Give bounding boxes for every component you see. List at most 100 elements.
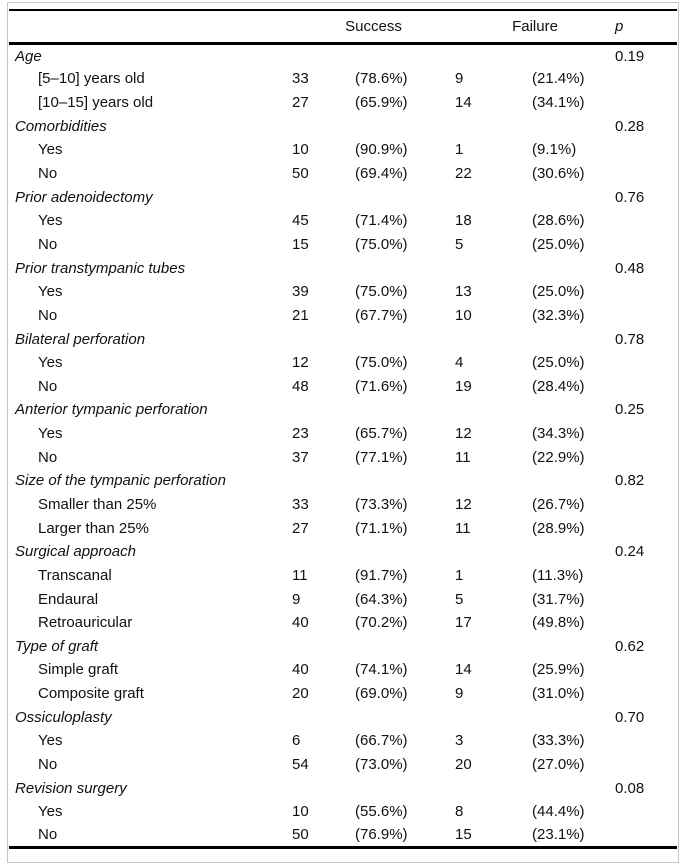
success-percent: (78.6%) — [355, 70, 408, 88]
failure-count: 10 — [455, 306, 472, 324]
failure-count — [455, 469, 532, 493]
row-label: [5–10] years old — [38, 70, 145, 88]
p-value — [615, 304, 677, 328]
success-percent — [355, 185, 455, 209]
p-value — [615, 422, 677, 446]
failure-percent — [532, 44, 615, 68]
failure-percent — [532, 469, 615, 493]
success-count: 10 — [292, 141, 309, 159]
success-count: 45 — [292, 212, 309, 230]
failure-percent — [532, 776, 615, 800]
row-label: Composite graft — [38, 685, 144, 703]
failure-count: 9 — [455, 70, 464, 88]
failure-count — [455, 44, 532, 68]
success-percent — [355, 398, 455, 422]
p-value — [615, 91, 677, 115]
failure-percent — [532, 185, 615, 209]
value-row: Retroauricular 40 (70.2%) 17 (49.8%) — [9, 611, 677, 635]
failure-percent: (32.3%) — [532, 306, 585, 324]
success-percent: (77.1%) — [355, 448, 408, 466]
success-percent: (69.0%) — [355, 685, 408, 703]
success-count — [292, 185, 355, 209]
success-percent: (64.3%) — [355, 590, 408, 608]
success-count: 33 — [292, 495, 309, 513]
row-label: [10–15] years old — [38, 94, 154, 112]
failure-percent: (21.4%) — [532, 70, 585, 88]
success-percent — [355, 256, 455, 280]
success-count — [292, 114, 355, 138]
success-percent: (91.7%) — [355, 566, 408, 584]
p-value — [615, 445, 677, 469]
success-count — [292, 635, 355, 659]
success-percent: (55.6%) — [355, 803, 408, 821]
p-value: 0.25 — [615, 401, 645, 419]
p-value — [615, 209, 677, 233]
p-value — [615, 162, 677, 186]
row-label: No — [38, 448, 58, 466]
success-percent — [355, 705, 455, 729]
failure-percent: (25.9%) — [532, 661, 585, 679]
failure-count — [455, 540, 532, 564]
row-label: Revision surgery — [15, 779, 127, 797]
success-count: 37 — [292, 448, 309, 466]
success-percent: (76.9%) — [355, 826, 408, 844]
failure-percent: (31.7%) — [532, 590, 585, 608]
failure-count: 15 — [455, 826, 472, 844]
success-percent — [355, 540, 455, 564]
success-count — [292, 705, 355, 729]
value-row: No 50 (69.4%) 22 (30.6%) — [9, 162, 677, 186]
success-count: 40 — [292, 661, 309, 679]
failure-percent: (28.4%) — [532, 377, 585, 395]
success-count: 6 — [292, 732, 301, 750]
header-failure: Failure — [512, 18, 558, 35]
failure-count — [455, 398, 532, 422]
failure-count — [455, 776, 532, 800]
row-label: Surgical approach — [15, 543, 136, 561]
value-row: Yes 6 (66.7%) 3 (33.3%) — [9, 729, 677, 753]
p-value — [615, 564, 677, 588]
success-count: 21 — [292, 306, 309, 324]
success-percent: (71.6%) — [355, 377, 408, 395]
row-label: Yes — [38, 803, 63, 821]
failure-percent: (49.8%) — [532, 614, 585, 632]
row-label: Prior adenoidectomy — [15, 188, 153, 206]
failure-percent: (25.0%) — [532, 283, 585, 301]
failure-percent: (31.0%) — [532, 685, 585, 703]
row-label: Bilateral perforation — [15, 330, 146, 348]
failure-count: 22 — [455, 165, 472, 183]
success-count — [292, 776, 355, 800]
row-label: Yes — [38, 425, 63, 443]
value-row: No 21 (67.7%) 10 (32.3%) — [9, 304, 677, 328]
value-row: No 54 (73.0%) 20 (27.0%) — [9, 753, 677, 777]
variable-row: Revision surgery 0.08 — [9, 776, 677, 800]
success-count: 39 — [292, 283, 309, 301]
row-label: Yes — [38, 732, 63, 750]
success-percent — [355, 44, 455, 68]
failure-count: 1 — [455, 141, 464, 159]
row-label: Anterior tympanic perforation — [15, 401, 208, 419]
row-label: Yes — [38, 283, 63, 301]
success-count: 15 — [292, 235, 309, 253]
table-header-row: Success Failure p — [9, 10, 678, 44]
failure-count: 17 — [455, 614, 472, 632]
success-count: 20 — [292, 685, 309, 703]
failure-percent: (34.3%) — [532, 425, 585, 443]
success-percent: (67.7%) — [355, 306, 408, 324]
failure-percent: (30.6%) — [532, 165, 585, 183]
success-percent — [355, 469, 455, 493]
variable-row: Anterior tympanic perforation 0.25 — [9, 398, 677, 422]
failure-count — [455, 114, 532, 138]
failure-percent: (34.1%) — [532, 94, 585, 112]
success-percent: (66.7%) — [355, 732, 408, 750]
row-label: Larger than 25% — [38, 519, 149, 537]
variable-row: Ossiculoplasty 0.70 — [9, 705, 677, 729]
p-value — [615, 682, 677, 706]
row-label: No — [38, 165, 58, 183]
value-row: Yes 45 (71.4%) 18 (28.6%) — [9, 209, 677, 233]
failure-percent: (23.1%) — [532, 826, 585, 844]
success-percent — [355, 776, 455, 800]
failure-count: 5 — [455, 235, 464, 253]
p-value: 0.24 — [615, 543, 645, 561]
header-empty-cell — [9, 10, 292, 44]
failure-percent — [532, 327, 615, 351]
